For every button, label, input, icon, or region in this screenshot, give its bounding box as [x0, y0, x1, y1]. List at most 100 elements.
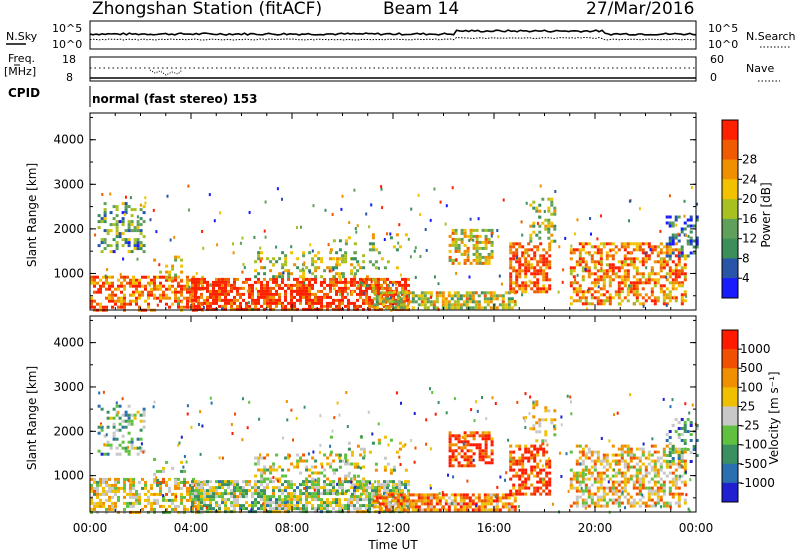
echo-cell: [396, 306, 400, 310]
echo-cell: [650, 504, 654, 508]
echo-cell: [405, 508, 409, 512]
echo-cell: [466, 246, 470, 250]
echo-cell: [248, 277, 251, 281]
echo-cell: [533, 489, 537, 493]
echo-cell: [311, 298, 314, 302]
echo-cell: [502, 198, 505, 202]
echo-cell: [490, 243, 494, 247]
echo-cell: [117, 278, 120, 282]
echo-cell: [209, 498, 212, 502]
echo-cell: [329, 283, 332, 287]
echo-cell: [112, 416, 116, 420]
echo-cell: [370, 203, 373, 207]
echo-cell: [305, 465, 309, 469]
echo-cell: [124, 208, 128, 212]
echo-cell: [600, 437, 603, 440]
echo-cell: [313, 488, 316, 492]
echo-cell: [389, 438, 393, 442]
echo-cell: [472, 246, 476, 250]
echo-cell: [635, 287, 639, 291]
echo-cell: [584, 296, 588, 300]
echo-cell: [168, 287, 171, 291]
echo-cell: [596, 299, 600, 303]
echo-cell: [656, 474, 660, 478]
echo-cell: [200, 495, 203, 499]
echo-cell: [650, 486, 654, 490]
echo-cell: [368, 450, 372, 454]
echo-cell: [542, 254, 546, 258]
echo-cell: [623, 296, 627, 300]
echo-cell: [475, 431, 479, 435]
echo-cell: [611, 269, 615, 273]
echo-cell: [168, 270, 172, 274]
echo-cell: [293, 263, 297, 267]
echo-cell: [605, 299, 609, 303]
echo-cell: [529, 224, 533, 228]
echo-cell: [210, 401, 213, 405]
echo-cell: [689, 242, 693, 246]
echo-cell: [356, 292, 359, 296]
echo-cell: [260, 292, 263, 296]
noise-right-bottom: 10^0: [708, 38, 739, 51]
echo-cell: [347, 489, 350, 493]
echo-cell: [350, 477, 354, 481]
echo-cell: [581, 275, 585, 279]
echo-cell: [319, 414, 322, 418]
echo-cell: [396, 505, 400, 509]
echo-cell: [212, 295, 215, 299]
echo-cell: [680, 299, 684, 303]
echo-cell: [368, 504, 371, 508]
echo-cell: [560, 415, 563, 419]
echo-cell: [587, 290, 590, 294]
echo-cell: [378, 508, 382, 512]
echo-cell: [680, 293, 684, 297]
echo-cell: [353, 304, 356, 308]
echo-cell: [395, 286, 398, 290]
echo-cell: [596, 248, 600, 252]
echo-cell: [129, 299, 132, 303]
echo-cell: [647, 245, 651, 249]
echo-cell: [371, 242, 375, 246]
echo-cell: [109, 250, 113, 254]
echo-cell: [242, 495, 245, 499]
echo-cell: [209, 292, 212, 296]
echo-cell: [242, 486, 245, 490]
echo-cell: [356, 298, 359, 302]
echo-cell: [191, 480, 194, 484]
echo-cell: [662, 260, 666, 264]
echo-cell: [411, 297, 415, 301]
echo-cell: [623, 248, 627, 252]
echo-cell: [665, 465, 669, 469]
echo-cell: [127, 440, 131, 444]
echo-cell: [278, 272, 282, 276]
echo-cell: [159, 270, 163, 274]
echo-cell: [541, 418, 545, 422]
echo-cell: [194, 292, 197, 296]
echo-cell: [628, 284, 630, 288]
echo-cell: [623, 257, 627, 261]
echo-cell: [584, 242, 588, 246]
echo-cell: [536, 221, 539, 225]
echo-cell: [374, 286, 377, 290]
cpid-label: CPID: [8, 86, 41, 100]
echo-cell: [239, 286, 242, 290]
echo-cell: [287, 483, 290, 487]
echo-cell: [683, 462, 687, 466]
echo-cell: [377, 483, 380, 487]
echo-cell: [287, 272, 291, 276]
echo-cell: [638, 293, 642, 297]
echo-cell: [248, 283, 251, 287]
echo-cell: [398, 441, 402, 445]
echo-cell: [623, 281, 627, 285]
echo-cell: [142, 235, 146, 239]
echo-cell: [475, 246, 479, 250]
echo-cell: [115, 410, 119, 414]
echo-cell: [677, 495, 681, 499]
echo-cell: [236, 483, 239, 487]
y-tick-label: 4000: [53, 133, 84, 147]
echo-cell: [354, 485, 357, 489]
echo-cell: [329, 286, 332, 290]
echo-cell: [296, 277, 299, 281]
echo-cell: [687, 507, 690, 511]
echo-cell: [644, 474, 648, 478]
